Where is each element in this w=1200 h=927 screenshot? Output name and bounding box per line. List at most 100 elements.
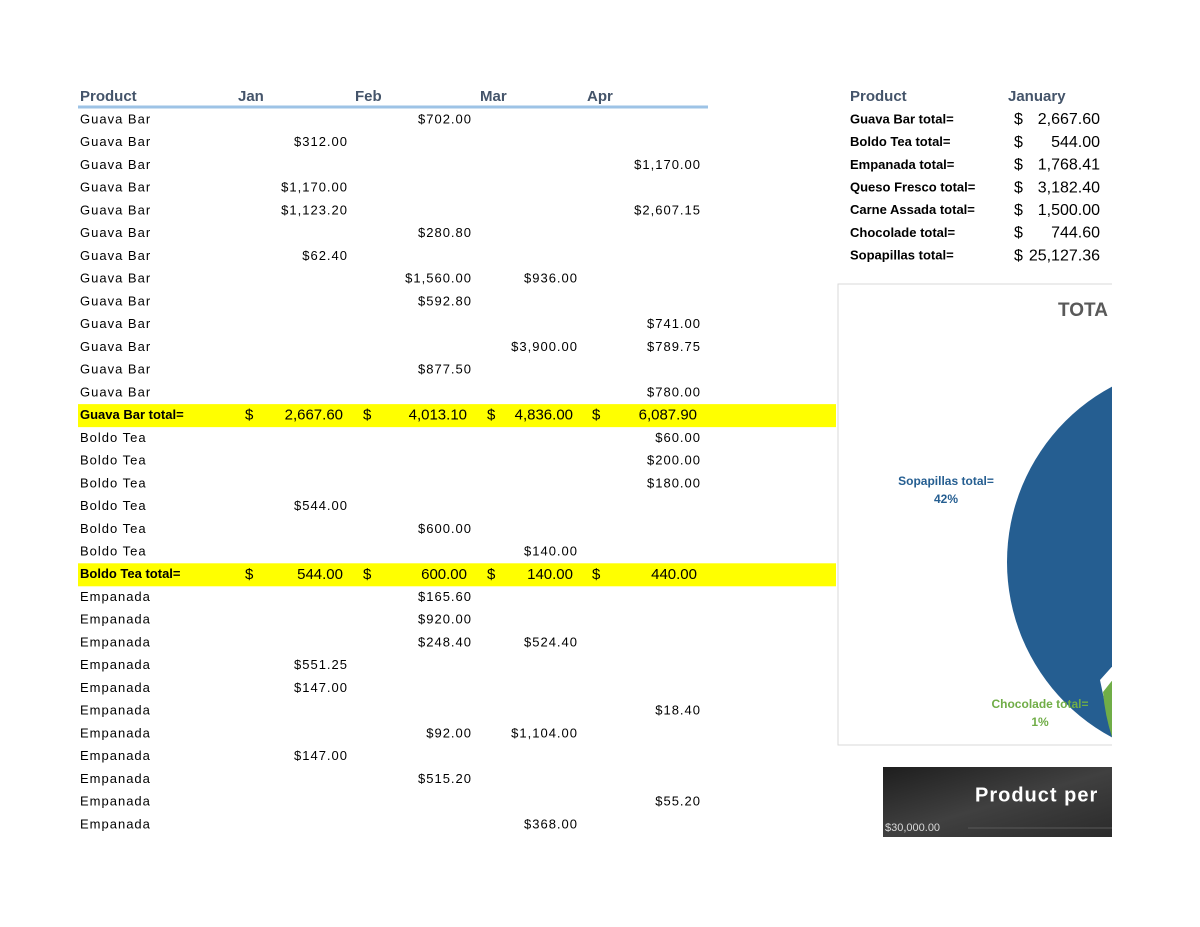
column-header: Apr xyxy=(587,88,613,105)
currency-symbol: $ xyxy=(487,407,496,424)
product-name: Guava Bar xyxy=(80,225,151,240)
product-name: Empanada xyxy=(80,612,151,627)
cell-value: $920.00 xyxy=(418,612,472,627)
currency-symbol: $ xyxy=(592,566,601,583)
currency-symbol: $ xyxy=(1014,111,1023,128)
product-name: Boldo Tea xyxy=(80,453,147,468)
pie-slice xyxy=(1103,680,1112,737)
cell-value: $62.40 xyxy=(302,248,348,263)
summary-label: Carne Assada total= xyxy=(850,202,975,217)
summary-label: Empanada total= xyxy=(850,157,955,172)
currency-symbol: $ xyxy=(1014,157,1023,174)
summary-header: January xyxy=(1008,88,1066,105)
currency-symbol: $ xyxy=(1014,225,1023,242)
cell-value: $1,560.00 xyxy=(405,271,472,286)
product-name: Boldo Tea xyxy=(80,521,147,536)
total-amount: 4,836.00 xyxy=(515,407,573,424)
product-name: Guava Bar xyxy=(80,339,151,354)
product-name: Boldo Tea xyxy=(80,543,147,558)
cell-value: $18.40 xyxy=(655,703,701,718)
column-header: Jan xyxy=(238,88,264,105)
pie-slice xyxy=(1007,386,1112,738)
summary-amount: 2,667.60 xyxy=(1038,111,1100,128)
cell-value: $147.00 xyxy=(294,680,348,695)
currency-symbol: $ xyxy=(363,407,372,424)
summary-label: Sopapillas total= xyxy=(850,248,954,263)
cell-value: $147.00 xyxy=(294,748,348,763)
pie-label: Sopapillas total= xyxy=(898,474,994,488)
total-row-highlight xyxy=(78,404,836,428)
cell-value: $55.20 xyxy=(655,794,701,809)
total-amount: 2,667.60 xyxy=(285,407,343,424)
cell-value: $280.80 xyxy=(418,225,472,240)
bar-chart-panel xyxy=(883,767,1112,837)
total-amount: 544.00 xyxy=(297,566,343,583)
summary-amount: 25,127.36 xyxy=(1029,247,1100,264)
cell-value: $200.00 xyxy=(647,453,701,468)
summary-amount: 3,182.40 xyxy=(1038,179,1100,196)
pie-label: Chocolade total= xyxy=(991,697,1088,711)
cell-value: $312.00 xyxy=(294,134,348,149)
cell-value: $60.00 xyxy=(655,430,701,445)
product-name: Guava Bar xyxy=(80,134,151,149)
cell-value: $515.20 xyxy=(418,771,472,786)
cell-value: $1,170.00 xyxy=(281,180,348,195)
cell-value: $600.00 xyxy=(418,521,472,536)
product-name: Empanada xyxy=(80,816,151,831)
summary-label: Boldo Tea total= xyxy=(850,134,951,149)
cell-value: $877.50 xyxy=(418,362,472,377)
cell-value: $1,104.00 xyxy=(511,725,578,740)
product-name: Guava Bar xyxy=(80,180,151,195)
currency-symbol: $ xyxy=(245,566,254,583)
total-amount: 440.00 xyxy=(651,566,697,583)
currency-symbol: $ xyxy=(1014,134,1023,151)
product-name: Guava Bar xyxy=(80,157,151,172)
total-label: Guava Bar total= xyxy=(80,407,184,422)
product-name: Empanada xyxy=(80,703,151,718)
summary-amount: 744.60 xyxy=(1051,225,1100,242)
cell-value: $592.80 xyxy=(418,293,472,308)
cell-value: $741.00 xyxy=(647,316,701,331)
total-label: Boldo Tea total= xyxy=(80,566,181,581)
cell-value: $1,123.20 xyxy=(281,202,348,217)
bar-chart-title: Product per xyxy=(975,784,1098,806)
currency-symbol: $ xyxy=(592,407,601,424)
cell-value: $702.00 xyxy=(418,111,472,126)
product-name: Boldo Tea xyxy=(80,430,147,445)
currency-symbol: $ xyxy=(363,566,372,583)
cell-value: $789.75 xyxy=(647,339,701,354)
summary-label: Queso Fresco total= xyxy=(850,180,976,195)
cell-value: $248.40 xyxy=(418,634,472,649)
product-name: Boldo Tea xyxy=(80,498,147,513)
cell-value: $92.00 xyxy=(426,725,472,740)
currency-symbol: $ xyxy=(487,566,496,583)
pie-title: TOTA xyxy=(1058,300,1108,321)
summary-label: Guava Bar total= xyxy=(850,111,954,126)
total-amount: 4,013.10 xyxy=(409,407,467,424)
column-header: Feb xyxy=(355,88,382,105)
cell-value: $1,170.00 xyxy=(634,157,701,172)
currency-symbol: $ xyxy=(245,407,254,424)
product-name: Guava Bar xyxy=(80,248,151,263)
cell-value: $180.00 xyxy=(647,475,701,490)
currency-symbol: $ xyxy=(1014,179,1023,196)
product-name: Guava Bar xyxy=(80,271,151,286)
summary-label: Chocolade total= xyxy=(850,225,956,240)
cell-value: $3,900.00 xyxy=(511,339,578,354)
product-name: Empanada xyxy=(80,748,151,763)
total-amount: 6,087.90 xyxy=(639,407,697,424)
product-name: Empanada xyxy=(80,657,151,672)
product-name: Empanada xyxy=(80,634,151,649)
product-name: Guava Bar xyxy=(80,362,151,377)
product-name: Empanada xyxy=(80,589,151,604)
summary-header: Product xyxy=(850,88,907,105)
product-name: Guava Bar xyxy=(80,384,151,399)
cell-value: $140.00 xyxy=(524,543,578,558)
pie-gap xyxy=(1100,666,1112,737)
product-name: Empanada xyxy=(80,794,151,809)
total-amount: 140.00 xyxy=(527,566,573,583)
currency-symbol: $ xyxy=(1014,247,1023,264)
summary-amount: 1,768.41 xyxy=(1038,157,1100,174)
product-name: Empanada xyxy=(80,771,151,786)
